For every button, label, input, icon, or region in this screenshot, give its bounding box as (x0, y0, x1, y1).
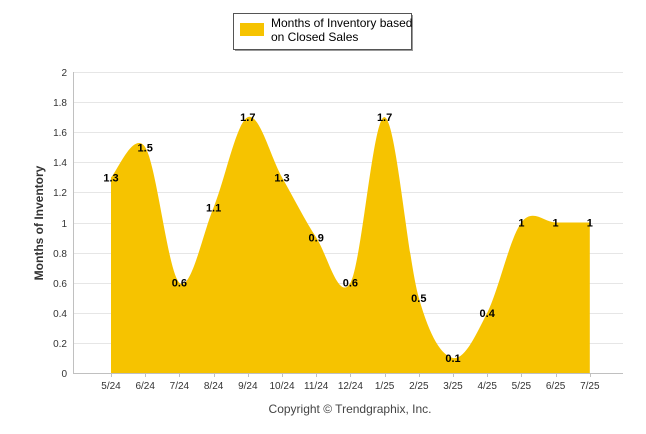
series-area-layer (111, 116, 590, 373)
x-tick-label: 7/24 (170, 381, 190, 392)
data-label: 1 (587, 218, 593, 230)
x-tick-label: 6/24 (135, 381, 155, 392)
data-label: 1.5 (138, 142, 153, 154)
data-label: 1.1 (206, 202, 221, 214)
data-label: 0.6 (172, 278, 187, 290)
y-tick-label: 0.8 (53, 249, 67, 260)
data-label: 0.4 (480, 308, 496, 320)
x-tick-label: 1/25 (375, 381, 395, 392)
data-label: 1 (518, 218, 524, 230)
data-label: 0.1 (445, 353, 460, 365)
x-tick-label: 4/25 (477, 381, 497, 392)
x-axis-tick-labels: 5/24 6/24 7/24 8/24 9/24 10/24 11/24 12/24 1/25 2… (101, 373, 600, 392)
y-tick-label: 1.8 (53, 98, 67, 109)
y-axis-tick-labels: 0 0.2 0.4 0.6 0.8 1 1.2 1.4 1.6 1.8 2 (53, 68, 67, 380)
data-label: 0.9 (309, 233, 324, 245)
x-tick-label: 12/24 (338, 381, 363, 392)
y-tick-label: 0.6 (53, 279, 67, 290)
y-tick-label: 1.2 (53, 188, 67, 199)
copyright-footer: Copyright © Trendgraphix, Inc. (269, 402, 432, 416)
y-tick-label: 0 (61, 369, 67, 380)
legend-label-line2: on Closed Sales (271, 30, 358, 44)
data-label: 0.5 (411, 293, 426, 305)
x-tick-label: 8/24 (204, 381, 224, 392)
x-tick-label: 5/24 (101, 381, 121, 392)
data-label: 1.3 (274, 172, 289, 184)
legend-swatch (240, 23, 264, 36)
data-label: 1.7 (240, 112, 255, 124)
y-tick-label: 1.6 (53, 128, 67, 139)
data-label: 1 (553, 218, 559, 230)
x-tick-label: 5/25 (512, 381, 532, 392)
x-tick-label: 2/25 (409, 381, 429, 392)
x-tick-label: 10/24 (269, 381, 294, 392)
y-tick-label: 1.4 (53, 158, 67, 169)
legend: Months of Inventory based on Closed Sale… (233, 13, 413, 51)
data-label: 1.7 (377, 112, 392, 124)
axes (73, 72, 623, 374)
data-label: 0.6 (343, 278, 358, 290)
x-tick-label: 6/25 (546, 381, 566, 392)
x-tick-label: 3/25 (443, 381, 463, 392)
y-axis-title: Months of Inventory (32, 165, 46, 280)
data-label: 1.3 (103, 172, 118, 184)
x-tick-label: 9/24 (238, 381, 258, 392)
y-tick-label: 0.2 (53, 339, 67, 350)
data-labels: 1.3 1.5 0.6 1.1 1.7 1.3 0.9 0.6 1.7 0.5 0.1 0.4 1 1 1 (103, 112, 593, 365)
x-tick-label: 11/24 (304, 381, 329, 392)
months-of-inventory-area (111, 116, 590, 373)
legend-label-line1: Months of Inventory based (271, 16, 412, 30)
x-tick-label: 7/25 (580, 381, 600, 392)
y-tick-label: 2 (61, 68, 67, 79)
y-tick-label: 0.4 (53, 309, 67, 320)
y-tick-label: 1 (61, 219, 67, 230)
